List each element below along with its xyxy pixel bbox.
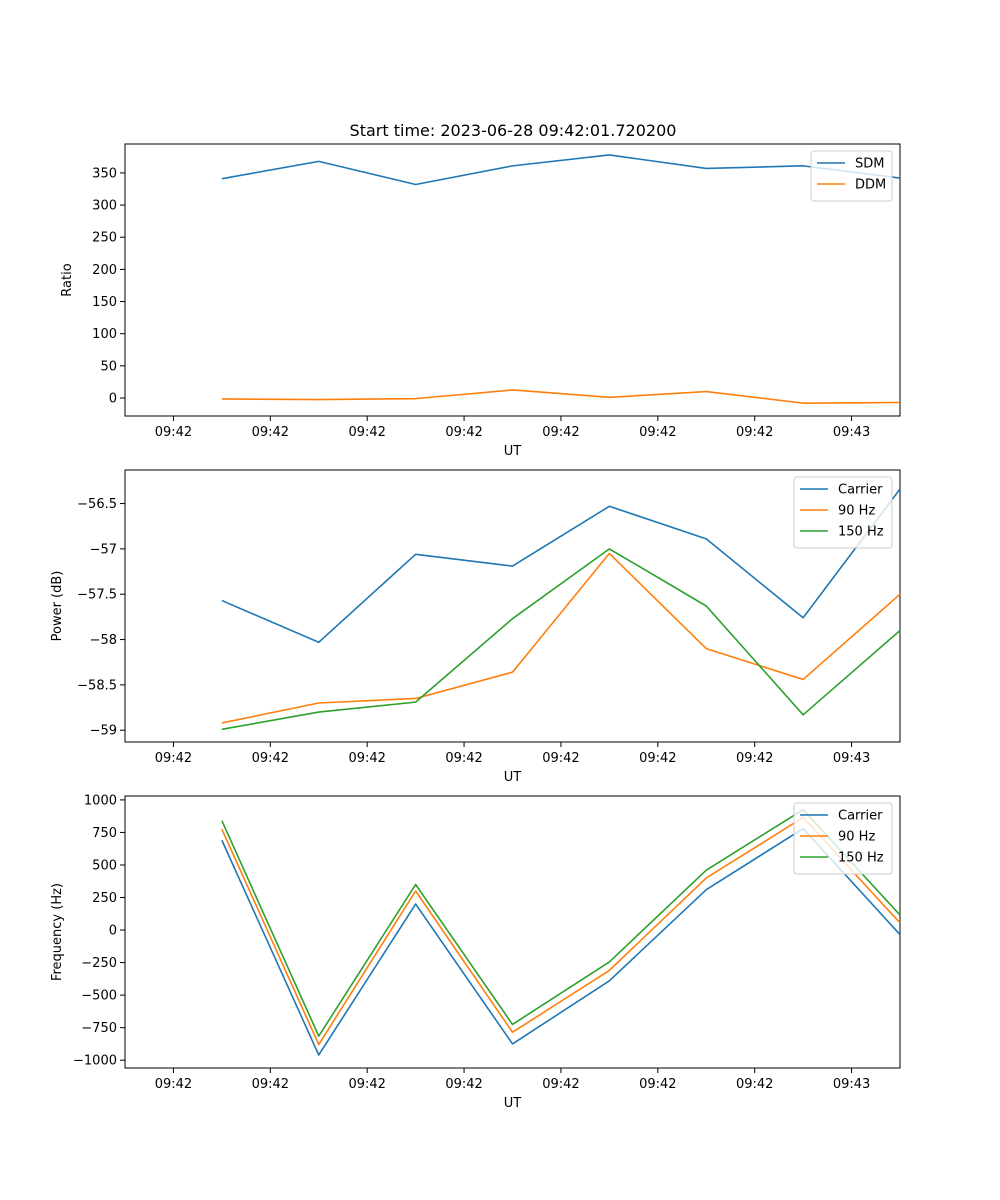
x-tick-label: 09:42 (155, 425, 192, 440)
y-tick-label: 250 (92, 231, 117, 246)
x-axis-label: UT (504, 770, 522, 785)
series-line-sdm (221, 154, 901, 186)
subplots: 0 50 100 150 200 250 300 350 09:42 09:42 09:42 09:4… (50, 143, 901, 1111)
series-line-90-hz (221, 816, 901, 1046)
legend-entry-label: 90 Hz (838, 504, 875, 519)
axes-frame (124, 469, 901, 743)
y-tick-label: −750 (81, 1021, 117, 1036)
legend-entry-label: 150 Hz (838, 851, 884, 866)
x-tick-label: 09:42 (445, 751, 482, 766)
y-tick-label: 350 (92, 166, 117, 181)
axes-frame (124, 795, 901, 1069)
y-tick-label: −59 (90, 724, 117, 739)
y-tick-label: 0 (109, 391, 117, 406)
legend-entry-label: 90 Hz (838, 830, 875, 845)
legend: Carrier 90 Hz 150 Hz (793, 476, 893, 549)
series-line-150-hz (221, 548, 901, 731)
series-line-carrier (221, 488, 901, 644)
subplot-2: −59 −58.5 −58 −57.5 −57 −56.5 09:42 09:42 09:42 0… (50, 469, 901, 785)
legend: Carrier 90 Hz 150 Hz (793, 802, 893, 875)
x-tick-label: 09:42 (542, 425, 579, 440)
x-tick-label: 09:42 (252, 425, 289, 440)
legend-entry-label: Carrier (838, 809, 883, 824)
y-tick-label: 300 (92, 199, 117, 214)
y-tick-label: −500 (81, 989, 117, 1004)
y-axis-label: Frequency (Hz) (50, 883, 65, 981)
y-tick-label: −57 (90, 542, 117, 557)
y-tick-label: 1000 (84, 793, 117, 808)
y-axis-label: Power (dB) (50, 571, 65, 642)
x-tick-label: 09:42 (155, 751, 192, 766)
x-axis-label: UT (504, 444, 522, 459)
y-tick-label: 150 (92, 295, 117, 310)
x-tick-label: 09:42 (639, 751, 676, 766)
y-tick-label: −57.5 (77, 588, 117, 603)
x-tick-label: 09:42 (252, 1077, 289, 1092)
series-line-ddm (221, 389, 901, 404)
legend-entry-label: Carrier (838, 483, 883, 498)
y-tick-label: 500 (92, 858, 117, 873)
x-tick-label: 09:43 (833, 1077, 870, 1092)
x-tick-label: 09:42 (736, 425, 773, 440)
x-tick-label: 09:42 (639, 1077, 676, 1092)
x-axis-label: UT (504, 1096, 522, 1111)
y-tick-label: 250 (92, 891, 117, 906)
y-tick-label: 750 (92, 826, 117, 841)
series-line-150-hz (221, 808, 901, 1037)
legend-entry-label: DDM (855, 178, 886, 193)
legend: SDM DDM (810, 150, 893, 202)
x-tick-label: 09:42 (639, 425, 676, 440)
x-tick-label: 09:43 (833, 751, 870, 766)
x-tick-label: 09:42 (252, 751, 289, 766)
x-tick-label: 09:42 (348, 425, 385, 440)
y-tick-label: 200 (92, 263, 117, 278)
figure-title: Start time: 2023-06-28 09:42:01.720200 (350, 121, 677, 140)
x-tick-label: 09:42 (155, 1077, 192, 1092)
y-tick-label: −58 (90, 633, 117, 648)
x-tick-label: 09:42 (736, 1077, 773, 1092)
x-tick-label: 09:42 (736, 751, 773, 766)
y-tick-label: 100 (92, 327, 117, 342)
y-tick-label: −58.5 (77, 678, 117, 693)
y-tick-label: 0 (109, 924, 117, 939)
x-tick-label: 09:42 (445, 425, 482, 440)
axes-frame (124, 143, 901, 417)
subplot-1: 0 50 100 150 200 250 300 350 09:42 09:42 09:42 09:4… (60, 143, 901, 459)
y-tick-label: −1000 (73, 1054, 117, 1069)
y-tick-label: −56.5 (77, 497, 117, 512)
x-tick-label: 09:42 (542, 751, 579, 766)
y-tick-label: 50 (100, 359, 117, 374)
subplot-3: −1000 −750 −500 −250 0 250 500 750 1000 09:42 09:4… (50, 793, 901, 1111)
y-tick-label: −250 (81, 956, 117, 971)
legend-entry-label: 150 Hz (838, 525, 884, 540)
x-tick-label: 09:43 (833, 425, 870, 440)
x-tick-label: 09:42 (445, 1077, 482, 1092)
series-line-carrier (221, 827, 901, 1056)
x-tick-label: 09:42 (348, 751, 385, 766)
x-tick-label: 09:42 (542, 1077, 579, 1092)
y-axis-label: Ratio (60, 263, 75, 296)
legend-entry-label: SDM (855, 157, 884, 172)
x-tick-label: 09:42 (348, 1077, 385, 1092)
series-line-90-hz (221, 552, 901, 724)
